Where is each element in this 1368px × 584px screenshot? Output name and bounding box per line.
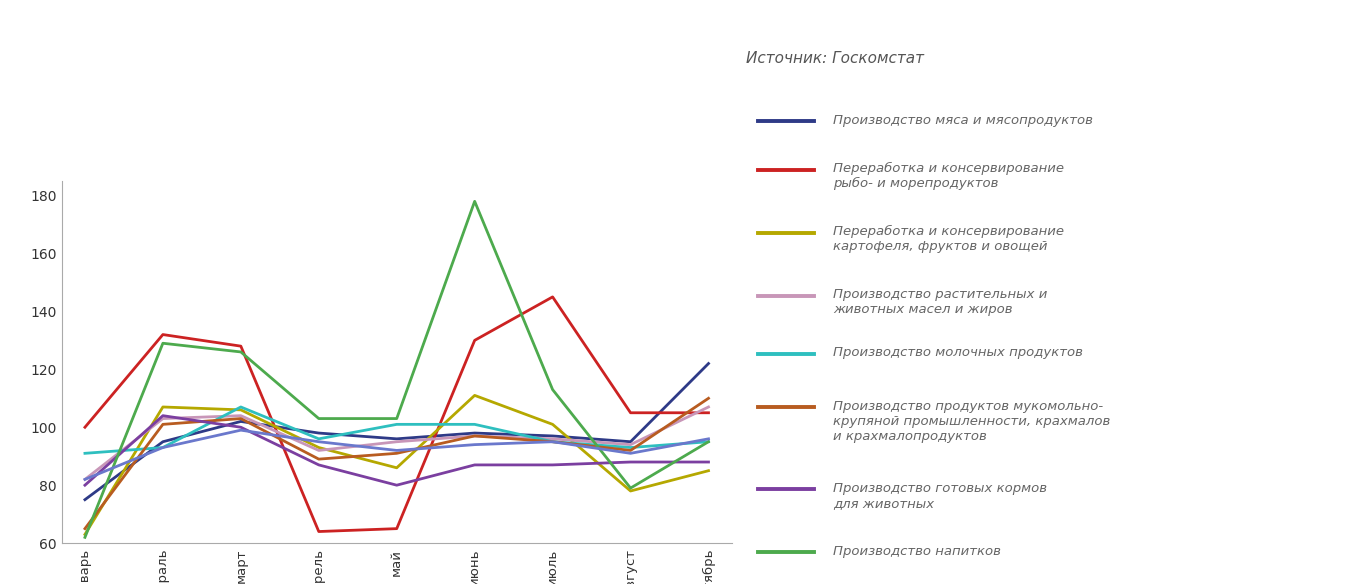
Text: Производство продуктов мукомольно-
крупяной промышленности, крахмалов
и крахмало: Производство продуктов мукомольно- крупя… <box>833 400 1111 443</box>
Text: Переработка и консервирование
рыбо- и морепродуктов: Переработка и консервирование рыбо- и мо… <box>833 162 1064 190</box>
Text: Производство растительных и
животных масел и жиров: Производство растительных и животных мас… <box>833 288 1048 317</box>
Text: Производство готовых кормов
для животных: Производство готовых кормов для животных <box>833 482 1047 510</box>
Text: Производство мяса и мясопродуктов: Производство мяса и мясопродуктов <box>833 114 1093 127</box>
Text: Производство напитков: Производство напитков <box>833 545 1001 558</box>
Text: Производство молочных продуктов: Производство молочных продуктов <box>833 346 1083 360</box>
Text: Переработка и консервирование
картофеля, фруктов и овощей: Переработка и консервирование картофеля,… <box>833 225 1064 253</box>
Text: Динамика производства в некоторых секторах пищевой про-
мышленности РФ в 2015 го: Динамика производства в некоторых сектор… <box>60 55 672 101</box>
Text: Источник: Госкомстат: Источник: Госкомстат <box>746 51 923 66</box>
